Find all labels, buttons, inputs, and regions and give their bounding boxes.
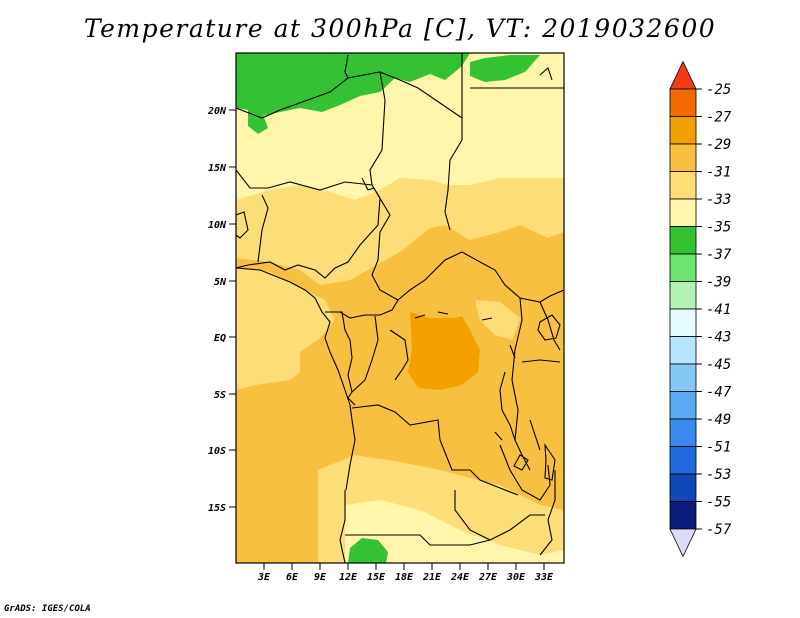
- field-south-pale: [345, 500, 564, 563]
- lon-label-15e: 15E: [367, 572, 386, 583]
- border-nigeria: [236, 169, 381, 279]
- colorbar-label: -33: [706, 192, 731, 208]
- colorbar-bottom-triangle: [669, 528, 697, 558]
- colorbar-cell: [669, 198, 697, 227]
- colorbar-label: -31: [706, 165, 731, 181]
- lon-label-9e: 9E: [314, 572, 327, 583]
- field-south-green: [348, 538, 388, 563]
- colorbar-label: -37: [706, 247, 732, 263]
- border-zimbabwe: [454, 490, 491, 541]
- lake-chad: [361, 177, 375, 191]
- coastline-west-africa: [236, 267, 356, 491]
- nile-delta: [539, 67, 553, 81]
- field-central-warm-2: [448, 316, 470, 338]
- border-chad-sudan: [444, 53, 463, 231]
- colorbar-label: -51: [706, 440, 731, 456]
- colorbar-cell: [669, 143, 697, 172]
- lon-label-24e: 24E: [450, 572, 470, 583]
- colorbar-cell: [669, 391, 697, 420]
- border-gabon: [325, 311, 353, 393]
- colorbar-label: -57: [706, 522, 732, 538]
- lon-label-21e: 21E: [422, 572, 442, 583]
- colorbar-cell: [669, 116, 697, 145]
- lake-mweru: [494, 431, 529, 471]
- lon-label-12e: 12E: [339, 572, 358, 583]
- border-algeria-niger: [344, 54, 386, 186]
- colorbar-cell: [669, 336, 697, 365]
- colorbar-cell: [669, 308, 697, 337]
- colorbar-label: -27: [706, 110, 732, 126]
- colorbar-label: -29: [706, 137, 731, 153]
- colorbar-label: -35: [706, 220, 731, 236]
- border-west: [236, 194, 269, 263]
- lon-label-27e: 27E: [478, 572, 498, 583]
- colorbar-label: -25: [706, 82, 731, 98]
- rivers-congo: [414, 311, 516, 359]
- lon-label-6e: 6E: [286, 572, 299, 583]
- colorbar-cell: [669, 473, 697, 502]
- lon-label-18e: 18E: [395, 572, 414, 583]
- colorbar-label: -45: [706, 357, 731, 373]
- colorbar-label: -53: [706, 467, 731, 483]
- lat-axis: 20N 15N 10N 5N EQ 5S 10S 15S: [207, 106, 236, 514]
- lat-label-20n: 20N: [207, 106, 227, 117]
- grads-credit: GrADS: IGES/COLA: [4, 604, 91, 614]
- lake-tanganyika: [499, 371, 541, 451]
- map-title: Temperature at 300hPa [C], VT: 201903260…: [83, 14, 717, 43]
- field-northeast-green: [470, 55, 540, 82]
- country-borders: [236, 53, 564, 563]
- border-drc-east: [511, 297, 531, 471]
- colorbar-cell: [669, 171, 697, 200]
- colorbar-cell: [669, 226, 697, 255]
- colorbar-top-triangle: [669, 60, 697, 90]
- colorbar-cell: [669, 501, 697, 530]
- colorbar-cell: [669, 418, 697, 447]
- colorbar-label: -41: [706, 302, 731, 318]
- border-zambia: [499, 444, 551, 501]
- map-frame: [235, 52, 565, 564]
- border-cameroon-chad: [371, 184, 399, 301]
- lat-label-5s: 5S: [214, 390, 226, 401]
- border-angola-drc: [351, 404, 519, 496]
- lake-victoria: [537, 314, 561, 341]
- colorbar-label: -49: [706, 412, 731, 428]
- colorbar-label: -39: [706, 275, 731, 291]
- colorbar-label: -47: [706, 385, 732, 401]
- border-congo-drc-2: [389, 329, 409, 381]
- lon-axis: 3E 6E 9E 12E 15E 18E 21E 24E 27E 30E 33E: [257, 563, 554, 583]
- colorbar-cell: [669, 446, 697, 475]
- lon-label-33e: 33E: [534, 572, 554, 583]
- colorbar-cell: [669, 363, 697, 392]
- temperature-field: [236, 53, 564, 563]
- lake-malawi: [544, 442, 556, 481]
- border-mozambique: [539, 470, 556, 556]
- field-west-band: [236, 268, 335, 390]
- lat-label-5n: 5N: [214, 277, 227, 288]
- colorbar-label: -43: [706, 330, 731, 346]
- colorbar: -25 -27 -29 -31 -33 -35 -37 -39 -41 -43 -45 -47 -49 -…: [669, 60, 732, 558]
- lat-label-15s: 15S: [208, 503, 226, 514]
- colorbar-cell: [669, 281, 697, 310]
- lat-label-eq: EQ: [214, 333, 226, 344]
- lon-label-30e: 30E: [506, 572, 526, 583]
- border-car-south: [397, 251, 564, 303]
- border-south: [339, 490, 545, 563]
- lat-label-15n: 15N: [208, 163, 227, 174]
- border-uganda: [521, 301, 561, 363]
- lon-label-3e: 3E: [257, 572, 271, 583]
- lat-label-10n: 10N: [208, 220, 227, 231]
- field-central-light: [475, 300, 520, 340]
- coastlines-lakes: [236, 67, 561, 491]
- colorbar-cell: [669, 88, 697, 117]
- colorbar-cell: [669, 253, 697, 282]
- field-north-green: [236, 53, 470, 116]
- lat-label-10s: 10S: [208, 446, 226, 457]
- colorbar-label: -55: [706, 495, 731, 511]
